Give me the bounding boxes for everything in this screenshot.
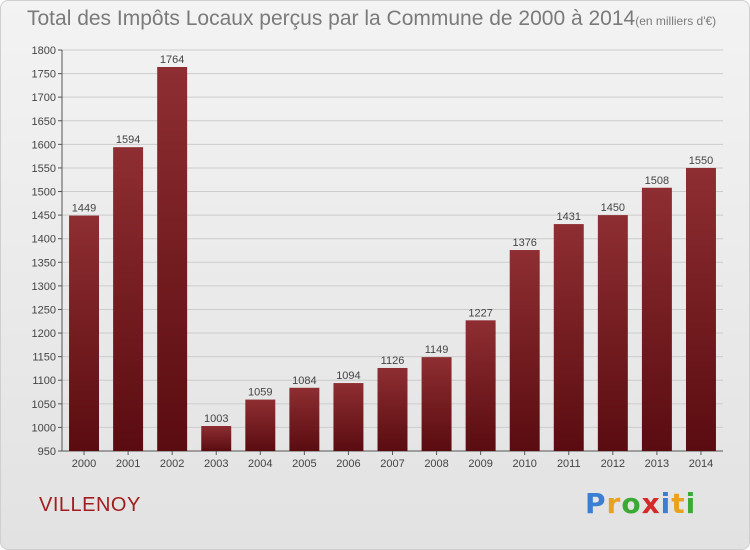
logo-letter: i [660,487,672,520]
proxiti-logo: Proxiti [585,487,696,520]
y-tick-label: 1000 [32,422,56,434]
y-tick-label: 1300 [32,281,56,293]
commune-name: VILLENOY [39,494,141,516]
y-tick-label: 1450 [32,210,56,222]
y-tick-label: 1550 [32,163,56,175]
logo-letter: t [671,487,686,520]
bar-value-label: 1003 [204,413,228,425]
logo-letter: r [606,487,622,520]
y-tick-label: 1750 [32,69,56,81]
y-tick-label: 1600 [32,139,56,151]
y-tick-label: 1100 [32,375,56,387]
chart-title-text: Total des Impôts Locaux perçus par la Co… [27,7,636,30]
logo-letter: P [585,487,607,520]
bar-value-label: 1431 [557,211,581,223]
bar-2010 [509,250,540,451]
y-tick-label: 1200 [32,328,56,340]
bar-value-label: 1550 [689,155,713,167]
bar-2009 [465,320,496,451]
y-tick-label: 1500 [32,187,56,199]
bar-value-label: 1508 [645,175,669,187]
bar-value-label: 1450 [601,202,625,214]
bar-value-label: 1084 [292,375,316,387]
bar-2001 [113,147,144,451]
bar-value-label: 1149 [425,344,449,356]
bar-2007 [377,367,408,451]
bar-2005 [289,387,320,451]
y-tick-label: 950 [38,446,56,458]
x-tick-label: 2011 [557,458,581,470]
bar-2002 [157,66,188,452]
x-tick-label: 2007 [380,458,404,470]
x-tick-label: 2006 [336,458,360,470]
logo-letter: o [621,487,642,520]
x-tick-label: 2003 [204,458,228,470]
x-tick-label: 2004 [248,458,272,470]
y-tick-label: 1400 [32,234,56,246]
x-tick-label: 2014 [689,458,713,470]
bar-value-label: 1764 [160,54,184,66]
chart-title: Total des Impôts Locaux perçus par la Co… [27,7,716,31]
x-tick-label: 2009 [468,458,492,470]
bar-2011 [553,224,584,451]
bar-2003 [201,425,232,451]
bar-2000 [69,215,100,451]
bar-2008 [421,357,452,451]
bar-2012 [597,215,628,451]
y-tick-label: 1350 [32,257,56,269]
bar-value-label: 1227 [468,307,492,319]
x-tick-label: 2001 [116,458,140,470]
logo-letter: i [685,487,697,520]
bar-value-label: 1059 [248,387,272,399]
chart-unit: (en milliers d'€) [635,14,717,28]
y-tick-label: 1800 [32,45,56,57]
x-tick-label: 2013 [645,458,669,470]
y-tick-label: 1650 [32,116,56,128]
bar-2014 [685,167,716,452]
bar-2006 [333,383,364,451]
y-tick-label: 1700 [32,92,56,104]
x-tick-label: 2012 [601,458,625,470]
bar-value-label: 1449 [72,203,96,215]
x-tick-label: 2008 [424,458,448,470]
x-tick-label: 2005 [292,458,316,470]
bar-2004 [245,399,276,451]
x-tick-label: 2000 [72,458,96,470]
bar-value-label: 1126 [381,355,405,367]
x-tick-label: 2010 [512,458,536,470]
bar-2013 [641,187,672,451]
y-tick-label: 1250 [32,304,56,316]
bar-value-label: 1594 [116,134,140,146]
y-tick-label: 1150 [32,352,56,364]
bar-value-label: 1376 [512,237,536,249]
y-tick-label: 1050 [32,399,56,411]
bar-value-label: 1094 [336,370,360,382]
x-tick-label: 2002 [160,458,184,470]
logo-letter: x [641,487,661,520]
